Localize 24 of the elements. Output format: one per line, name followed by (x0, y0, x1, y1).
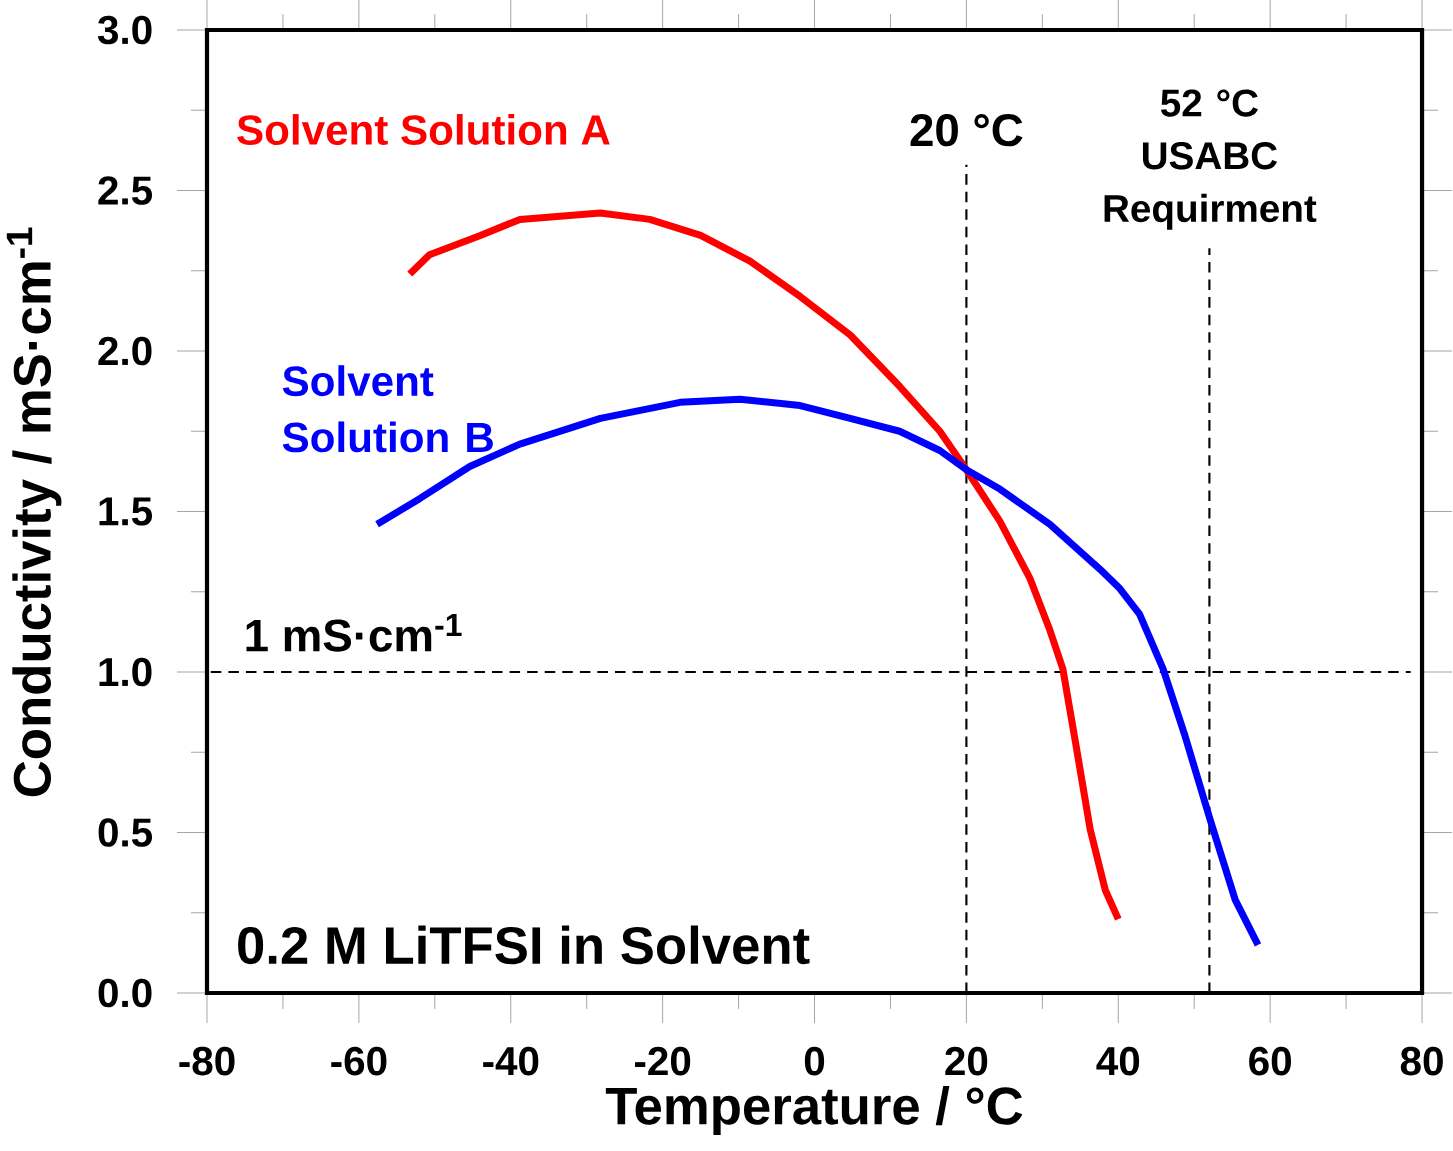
x-tick-label: -40 (483, 1046, 539, 1076)
y-tick-label: 0.0 (98, 978, 152, 1008)
x-tick-label: 40 (1096, 1046, 1140, 1076)
x-tick-label: -20 (635, 1046, 691, 1076)
y-tick-label: 2.0 (98, 336, 152, 366)
y-tick-label: 2.5 (98, 176, 153, 205)
y-tick-label: 1.0 (99, 657, 152, 687)
x-tick-label: 60 (1249, 1046, 1291, 1076)
y-axis-title: Conductivity / mS·cm$^{-1}$ (6, 227, 62, 797)
x-tick-label: -60 (331, 1046, 387, 1076)
x-tick-label: 20 (945, 1046, 988, 1076)
y-tick-label: 1.5 (99, 497, 153, 526)
y-tick-label: 0.5 (98, 818, 153, 847)
series-label: Solvent Solution B (282, 365, 493, 453)
series-label: Solvent Solution A (237, 114, 610, 145)
x-tick-label: 80 (1400, 1046, 1443, 1076)
ref-line-label: 52 °C USABC Requirment (1104, 89, 1317, 230)
ref-line-label: 20 °C (910, 113, 1023, 147)
x-tick-label: 0 (804, 1046, 825, 1076)
ref-line-label: 1 mS·cm$^{-1}$ (246, 614, 462, 652)
y-tick-label: 3.0 (97, 15, 152, 45)
x-tick-label: -80 (179, 1046, 235, 1076)
x-axis-title: Temperature / °C (605, 1085, 1023, 1136)
annotation: 0.2 M LiTFSI in Solvent (238, 925, 810, 965)
